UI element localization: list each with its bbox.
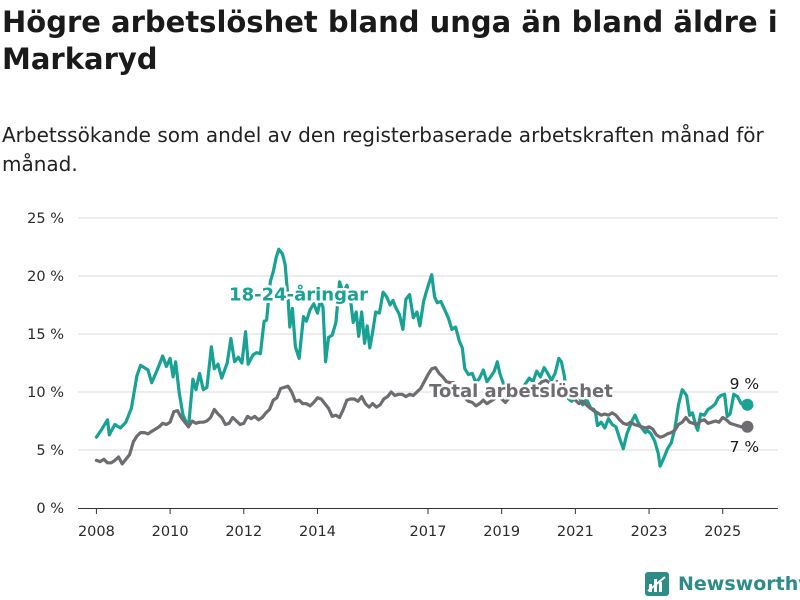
youth-series-label: 18-24-åringar xyxy=(229,283,368,305)
x-tick-label: 2021 xyxy=(557,524,594,540)
x-tick-label: 2008 xyxy=(78,524,115,540)
x-tick-label: 2019 xyxy=(483,524,520,540)
youth-end-label: 9 % xyxy=(730,375,760,393)
x-tick-label: 2023 xyxy=(631,524,668,540)
chart-title: Högre arbetslöshet bland unga än bland ä… xyxy=(2,5,778,76)
x-tick-label: 2012 xyxy=(225,524,262,540)
total-series-line xyxy=(94,366,749,466)
newsworthy-wordmark: Newsworthy xyxy=(678,573,800,595)
chart-subtitle: Arbetssökande som andel av den registerb… xyxy=(2,123,764,176)
newsworthy-logo-icon xyxy=(645,572,669,596)
newsworthy-brand[interactable]: Newsworthy xyxy=(644,569,800,599)
x-tick-label: 2017 xyxy=(410,524,447,540)
x-tick-label: 2010 xyxy=(152,524,189,540)
y-tick-label: 15 % xyxy=(27,327,64,343)
youth-end-point xyxy=(741,398,754,411)
y-tick-label: 5 % xyxy=(36,443,64,459)
total-end-label: 7 % xyxy=(730,438,760,456)
y-tick-label: 25 % xyxy=(27,211,64,227)
youth-series-line xyxy=(94,247,749,468)
x-tick-label: 2014 xyxy=(299,524,336,540)
y-tick-label: 0 % xyxy=(36,501,64,517)
y-tick-label: 10 % xyxy=(27,385,64,401)
total-end-point xyxy=(741,420,754,433)
y-tick-label: 20 % xyxy=(27,269,64,285)
total-series-label: Total arbetslöshet xyxy=(429,381,613,402)
x-tick-label: 2025 xyxy=(704,524,741,540)
